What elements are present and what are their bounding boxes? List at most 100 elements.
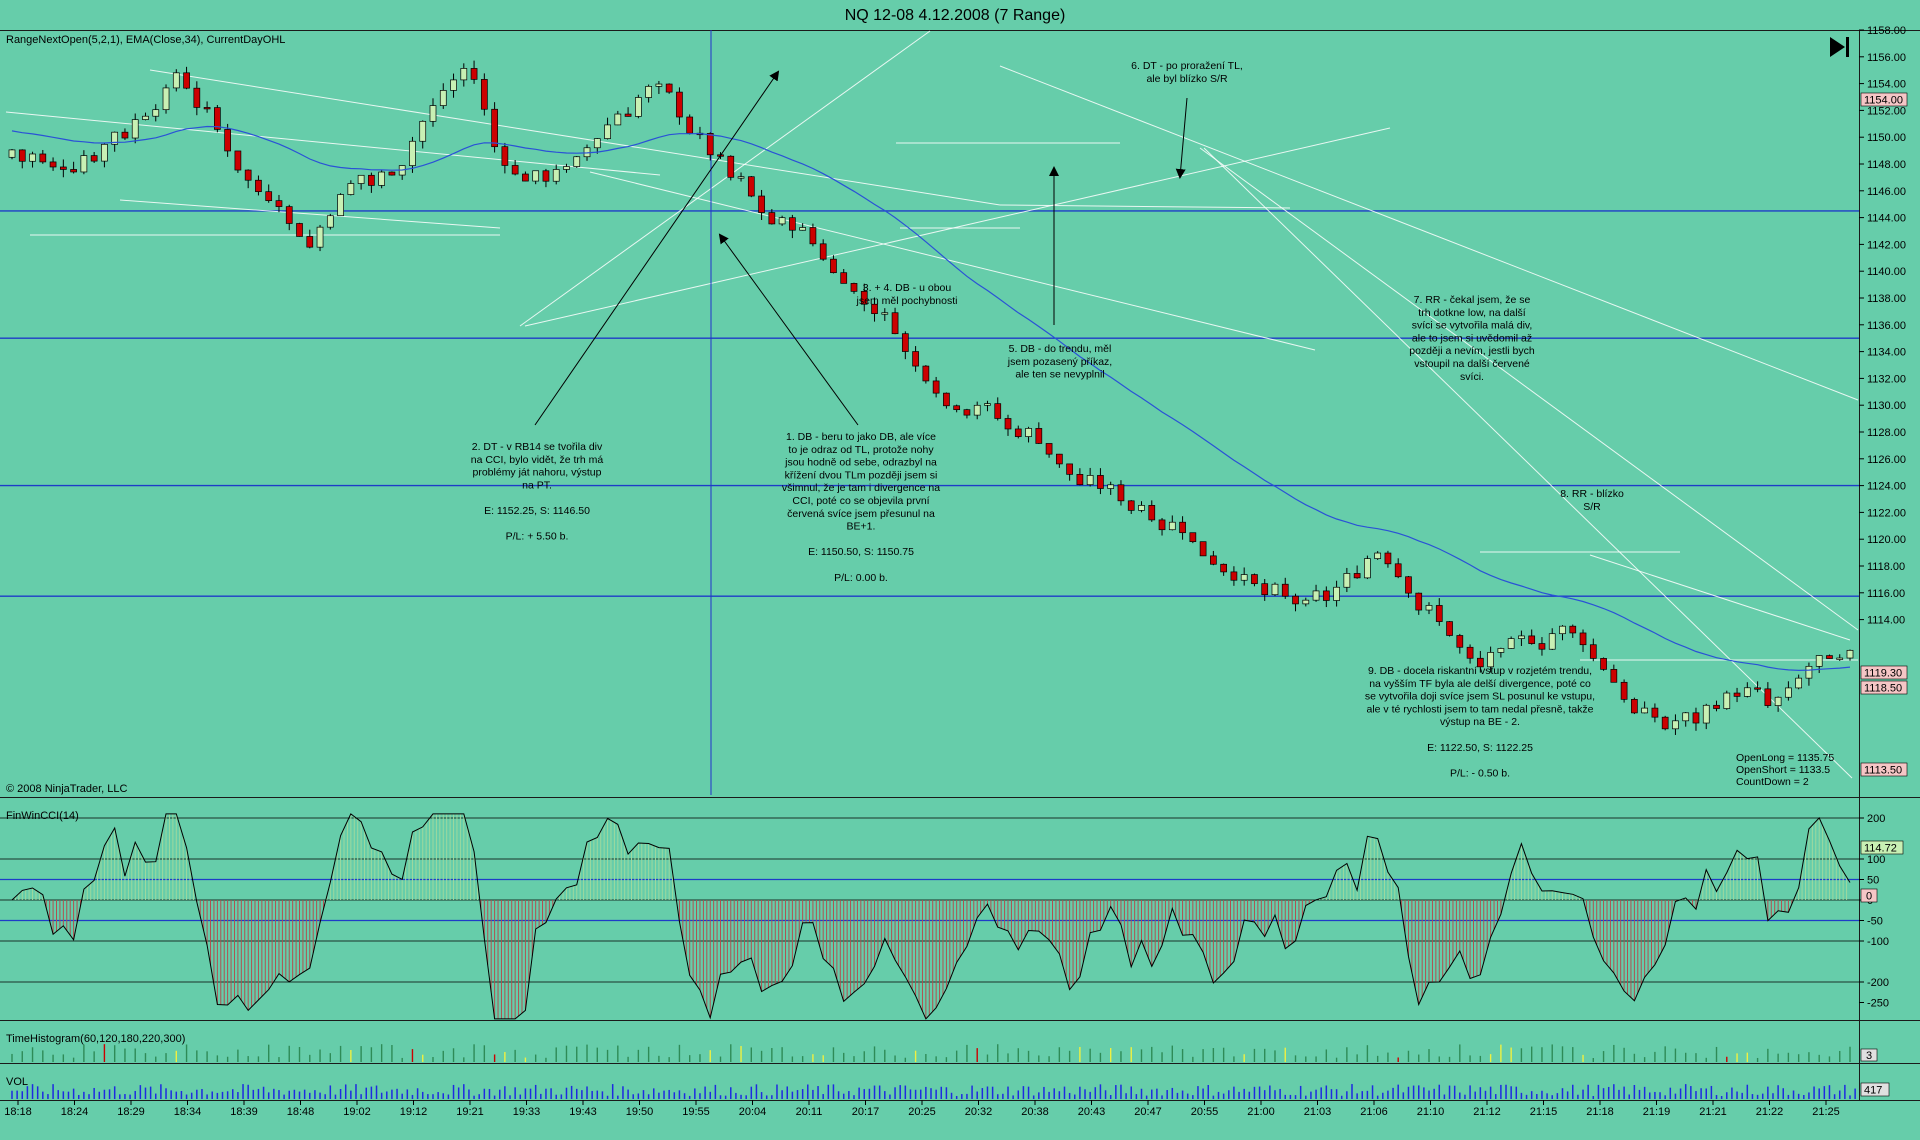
candle-up — [1836, 657, 1844, 660]
candle-down — [963, 409, 971, 416]
candle-up — [1641, 707, 1648, 714]
time-tick-label: 18:18 — [4, 1106, 32, 1118]
candle-down — [953, 405, 961, 411]
candle-up — [1743, 687, 1751, 697]
candle-up — [1138, 505, 1145, 511]
time-tick-label: 21:10 — [1417, 1106, 1445, 1118]
candle-down — [388, 171, 396, 176]
candle-down — [480, 79, 488, 110]
annotation-note-9: 9. DB - docela riskantní vstup v rozjeté… — [1365, 665, 1595, 779]
cci-tick-label: -250 — [1867, 998, 1889, 1010]
candle-up — [1107, 484, 1115, 489]
candle-down — [501, 146, 509, 166]
time-tick-label: 21:21 — [1699, 1106, 1727, 1118]
time-tick-label: 20:47 — [1134, 1106, 1162, 1118]
svg-text:114.72: 114.72 — [1864, 843, 1897, 855]
price-tick-label: 1122.00 — [1867, 507, 1906, 519]
time-tick-label: 18:39 — [230, 1106, 258, 1118]
candle-down — [819, 243, 827, 260]
time-tick-label: 19:43 — [569, 1106, 597, 1118]
candle-up — [378, 171, 386, 186]
candle-up — [984, 403, 991, 406]
candle-down — [285, 206, 293, 224]
candle-down — [1056, 453, 1063, 465]
annotation-arrow-2 — [718, 233, 859, 426]
price-tick-label: 1134.00 — [1867, 347, 1906, 359]
annotation-line: ale ten se nevyplnil — [1015, 369, 1104, 381]
candle-down — [830, 258, 837, 274]
candle-down — [244, 169, 252, 181]
candle-down — [1692, 712, 1700, 724]
candle-down — [1066, 463, 1073, 475]
cci-tick-label: -100 — [1867, 936, 1889, 948]
price-tick-label: 1138.00 — [1867, 293, 1906, 305]
candle-up — [799, 227, 806, 231]
price-tick-label: 1150.00 — [1867, 132, 1906, 144]
candle-down — [522, 173, 529, 182]
candle-down — [368, 174, 375, 186]
candle-down — [1281, 583, 1289, 597]
price-tick-label: 1156.00 — [1867, 52, 1906, 64]
annotation-line: později a nevím, jestli bych — [1409, 345, 1535, 357]
annotation-line: vstoupil na další červené — [1414, 358, 1530, 370]
candle-down — [183, 72, 190, 89]
candle-down — [1610, 669, 1618, 683]
candle-down — [1713, 704, 1720, 709]
candle-down — [1179, 521, 1186, 534]
time-tick-label: 20:55 — [1191, 1106, 1219, 1118]
time-tick-label: 19:12 — [400, 1106, 428, 1118]
candle-down — [727, 155, 735, 178]
candle-up — [645, 86, 652, 98]
candle-down — [901, 333, 909, 352]
candle-down — [1826, 655, 1833, 659]
annotation-line: problémy ját nahoru, výstup — [473, 467, 602, 479]
trend-line-5 — [519, 30, 931, 327]
candle-up — [1774, 696, 1782, 706]
candle-up — [1559, 625, 1566, 635]
candle-down — [1353, 573, 1361, 579]
candle-up — [337, 194, 344, 217]
annotation-line: BE+1. — [847, 521, 876, 533]
candle-down — [1210, 555, 1217, 565]
volume-series — [11, 1084, 1856, 1099]
candle-down — [665, 83, 673, 93]
panel-frames — [0, 30, 1920, 1101]
price-tick-label: 1144.00 — [1867, 213, 1906, 225]
time-tick-label: 19:02 — [343, 1106, 371, 1118]
candle-down — [18, 149, 26, 162]
go-to-end-icon[interactable] — [1830, 37, 1849, 57]
time-tick-label: 21:22 — [1756, 1106, 1784, 1118]
candle-up — [1518, 635, 1525, 639]
time-tick-label: 19:50 — [626, 1106, 654, 1118]
candle-down — [121, 131, 129, 139]
candle-down — [1528, 635, 1536, 644]
price-tick-label: 1140.00 — [1867, 266, 1906, 278]
candle-down — [193, 87, 201, 108]
candle-up — [1302, 599, 1310, 605]
candle-down — [1220, 563, 1227, 573]
candle-down — [70, 169, 77, 173]
candle-up — [419, 120, 427, 142]
annotation-line: CCI, poté co se objevila první — [792, 495, 929, 507]
trend-line-16 — [1589, 554, 1851, 641]
candle-down — [214, 107, 221, 130]
candle-down — [1199, 541, 1207, 557]
annotation-note-6: 6. DT - po proražení TL,ale byl blízko S… — [1131, 60, 1243, 85]
time-tick-label: 18:48 — [287, 1106, 315, 1118]
candle-down — [1754, 687, 1761, 690]
candle-down — [871, 303, 878, 314]
candle-down — [1456, 635, 1464, 648]
cci-series — [0, 813, 1859, 1020]
candle-up — [552, 169, 560, 182]
time-tick-label: 21:25 — [1812, 1106, 1840, 1118]
candle-up — [131, 119, 139, 139]
annotation-line: na PT. — [522, 479, 552, 491]
cci-tick-label: 50 — [1867, 875, 1879, 887]
annotation-line: P/L: 0.00 b. — [834, 572, 888, 584]
annotation-line: na CCI, bylo vidět, že trh má — [471, 454, 604, 466]
